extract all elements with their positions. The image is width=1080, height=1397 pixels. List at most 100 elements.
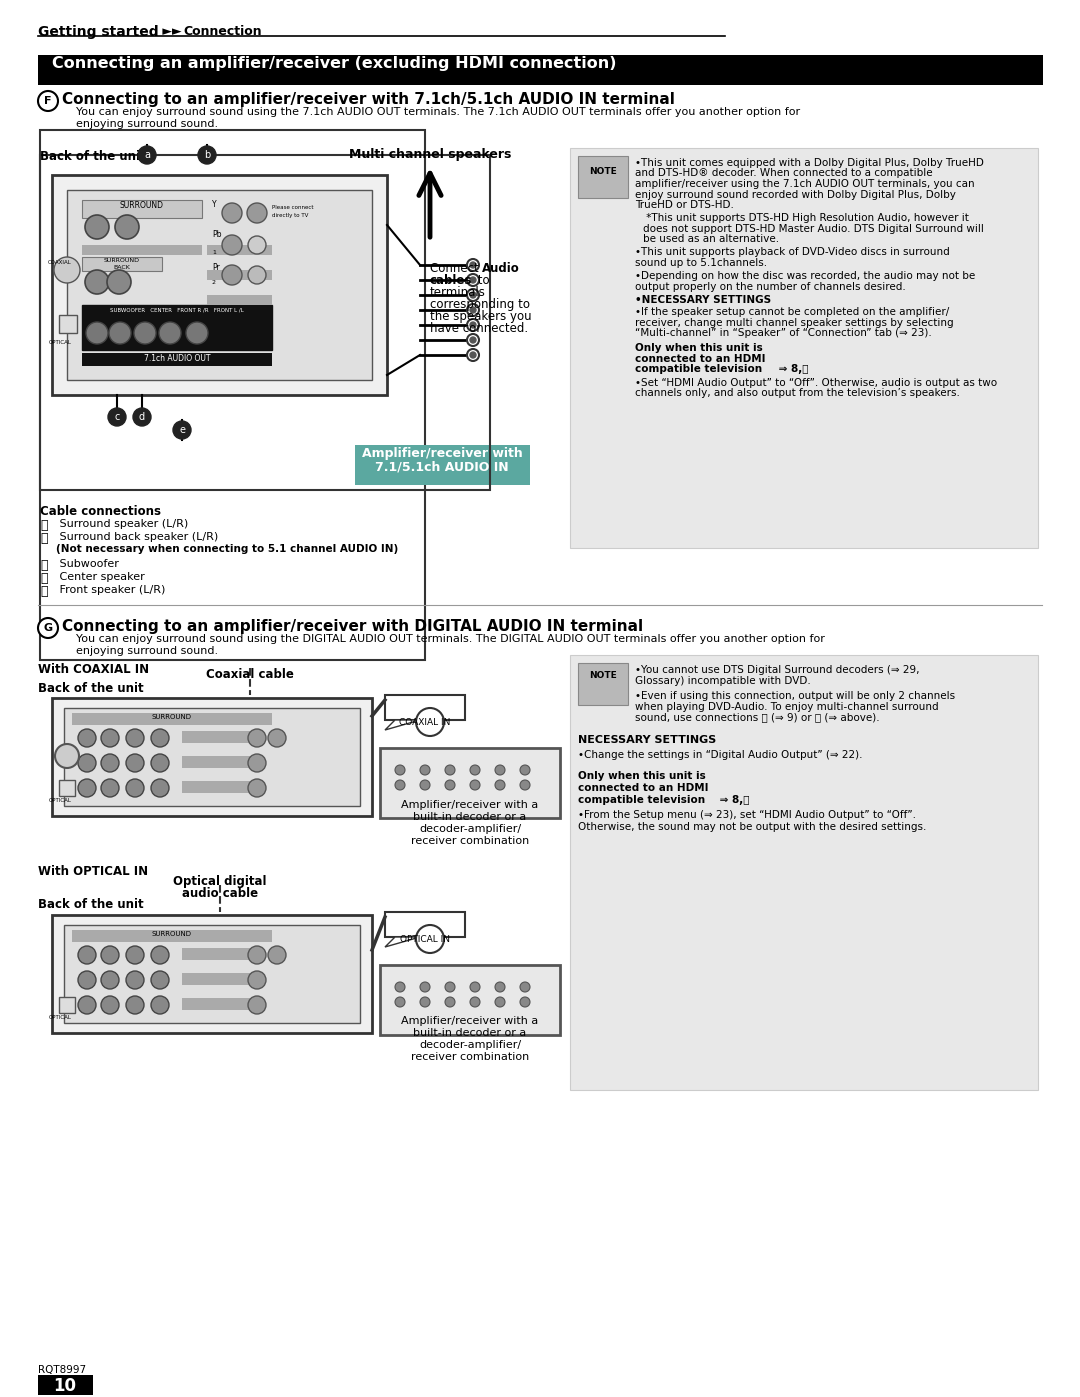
Text: SURROUND: SURROUND	[120, 201, 164, 210]
Text: •Depending on how the disc was recorded, the audio may not be: •Depending on how the disc was recorded,…	[635, 271, 975, 281]
Bar	[52, 175, 387, 395]
Text: sound, use connections ⓒ (⇒ 9) or ⓕ (⇒ above).: sound, use connections ⓒ (⇒ 9) or ⓕ (⇒ a…	[635, 712, 879, 722]
Circle shape	[445, 780, 455, 789]
Circle shape	[395, 997, 405, 1007]
Circle shape	[445, 997, 455, 1007]
Text: Coaxial cable: Coaxial cable	[206, 668, 294, 680]
Bar	[380, 747, 561, 819]
Text: COAXIAL IN: COAXIAL IN	[400, 718, 450, 726]
Bar	[64, 925, 360, 1023]
Bar	[82, 305, 272, 351]
Bar	[59, 780, 75, 796]
Text: Connecting to an amplifier/receiver with DIGITAL AUDIO IN terminal: Connecting to an amplifier/receiver with…	[62, 619, 643, 634]
Bar	[59, 314, 77, 332]
Text: built-in decoder or a: built-in decoder or a	[414, 812, 527, 821]
Circle shape	[416, 925, 444, 953]
Bar	[183, 781, 252, 793]
Circle shape	[470, 982, 480, 992]
Text: e: e	[179, 425, 185, 434]
Bar	[384, 694, 465, 719]
Circle shape	[151, 780, 168, 798]
Circle shape	[126, 946, 144, 964]
Circle shape	[495, 982, 505, 992]
Text: a: a	[144, 149, 150, 161]
Bar	[207, 295, 272, 305]
Text: With OPTICAL IN: With OPTICAL IN	[38, 865, 148, 877]
Text: connected to an HDMI: connected to an HDMI	[635, 353, 766, 363]
Text: to: to	[474, 274, 489, 286]
Bar	[207, 270, 272, 279]
Circle shape	[467, 289, 480, 300]
Text: receiver, change multi channel speaker settings by selecting: receiver, change multi channel speaker s…	[635, 317, 954, 327]
Text: (Not necessary when connecting to 5.1 channel AUDIO IN): (Not necessary when connecting to 5.1 ch…	[56, 543, 399, 555]
Circle shape	[151, 729, 168, 747]
Text: •Set “HDMI Audio Output” to “Off”. Otherwise, audio is output as two: •Set “HDMI Audio Output” to “Off”. Other…	[635, 379, 997, 388]
Text: cables: cables	[430, 274, 472, 286]
Text: OPTICAL: OPTICAL	[49, 1016, 71, 1020]
Text: •This unit supports playback of DVD-Video discs in surround: •This unit supports playback of DVD-Vide…	[635, 247, 949, 257]
Text: be used as an alternative.: be used as an alternative.	[643, 235, 779, 244]
Polygon shape	[384, 937, 420, 947]
Text: Ⓒ: Ⓒ	[40, 559, 48, 571]
Text: RQT8997: RQT8997	[38, 1365, 86, 1375]
Circle shape	[78, 729, 96, 747]
Circle shape	[102, 754, 119, 773]
Bar	[183, 731, 252, 743]
Circle shape	[247, 203, 267, 224]
Bar	[207, 244, 272, 256]
Bar	[72, 930, 272, 942]
Circle shape	[416, 708, 444, 736]
Text: •This unit comes equipped with a Dolby Digital Plus, Dolby TrueHD: •This unit comes equipped with a Dolby D…	[635, 158, 984, 168]
Text: Ⓔ: Ⓔ	[40, 585, 48, 598]
Text: amplifier/receiver using the 7.1ch AUDIO OUT terminals, you can: amplifier/receiver using the 7.1ch AUDIO…	[635, 179, 974, 189]
Text: audio cable: audio cable	[181, 887, 258, 900]
Text: OPTICAL IN: OPTICAL IN	[400, 935, 450, 944]
Circle shape	[470, 766, 480, 775]
Text: output properly on the number of channels desired.: output properly on the number of channel…	[635, 282, 906, 292]
Text: ⇒ 8,ⓓ: ⇒ 8,ⓓ	[775, 365, 809, 374]
Circle shape	[78, 971, 96, 989]
Text: 2: 2	[212, 279, 216, 285]
Text: Center speaker: Center speaker	[56, 571, 145, 583]
Text: TrueHD or DTS-HD.: TrueHD or DTS-HD.	[635, 200, 734, 210]
Circle shape	[495, 780, 505, 789]
Text: OPTICAL: OPTICAL	[49, 798, 71, 803]
Circle shape	[467, 349, 480, 360]
Text: Glossary) incompatible with DVD.: Glossary) incompatible with DVD.	[635, 676, 811, 686]
Circle shape	[467, 274, 480, 286]
Text: when playing DVD-Audio. To enjoy multi-channel surround: when playing DVD-Audio. To enjoy multi-c…	[635, 701, 939, 711]
Circle shape	[467, 305, 480, 316]
Text: Getting started: Getting started	[38, 25, 159, 39]
Circle shape	[38, 617, 58, 638]
Text: •You cannot use DTS Digital Surround decoders (⇒ 29,: •You cannot use DTS Digital Surround dec…	[635, 665, 919, 675]
Bar	[38, 1375, 93, 1396]
Bar	[183, 756, 252, 768]
Text: compatible television: compatible television	[578, 795, 705, 805]
Text: enjoying surround sound.: enjoying surround sound.	[76, 119, 218, 129]
Text: Multi channel speakers: Multi channel speakers	[349, 148, 511, 161]
Circle shape	[470, 321, 476, 328]
Circle shape	[133, 408, 151, 426]
Bar	[380, 965, 561, 1035]
Text: corresponding to: corresponding to	[430, 298, 530, 312]
Circle shape	[470, 277, 476, 284]
Bar	[52, 698, 372, 816]
Circle shape	[78, 754, 96, 773]
Text: Back of the unit: Back of the unit	[40, 149, 146, 163]
Bar	[578, 156, 627, 198]
Circle shape	[495, 766, 505, 775]
Bar	[38, 54, 1043, 85]
Text: Surround back speaker (L/R): Surround back speaker (L/R)	[56, 532, 218, 542]
Circle shape	[519, 982, 530, 992]
Bar	[183, 997, 252, 1010]
Text: Front speaker (L/R): Front speaker (L/R)	[56, 585, 165, 595]
Circle shape	[173, 420, 191, 439]
Text: 1: 1	[212, 250, 216, 256]
Bar	[40, 130, 426, 659]
Text: *This unit supports DTS-HD High Resolution Audio, however it: *This unit supports DTS-HD High Resoluti…	[643, 212, 969, 224]
Text: G: G	[43, 623, 53, 633]
Circle shape	[151, 946, 168, 964]
Text: Subwoofer: Subwoofer	[56, 559, 119, 569]
Text: compatible television: compatible television	[635, 365, 762, 374]
Text: terminals: terminals	[430, 286, 486, 299]
